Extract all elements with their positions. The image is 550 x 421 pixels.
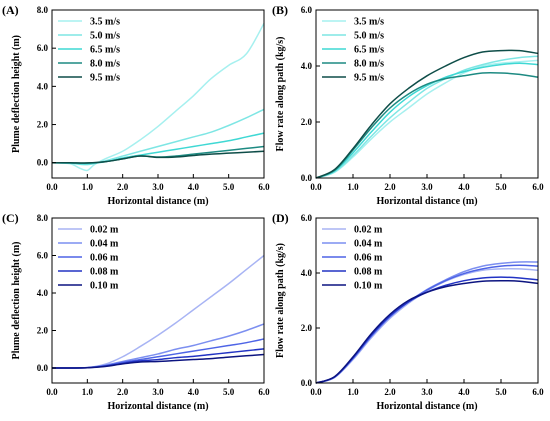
panel-d-y-tick-label: 0.0 [301, 378, 313, 388]
panel-b-series-line-4 [315, 71, 539, 179]
panel-d-plot-frame [315, 217, 539, 384]
panel-c-x-axis-label: Horizontal distance (m) [107, 401, 208, 412]
panel-c-legend-label-5: 0.10 m [90, 281, 119, 292]
panel-c-x-tick-label: 1.0 [82, 387, 94, 397]
panel-b-x-tick-label: 0.0 [310, 182, 322, 192]
panel-d-y-tick-label: 2.0 [301, 323, 313, 333]
panel-d-legend-label-3: 0.06 m [354, 253, 383, 264]
panel-d-series-line-5 [315, 279, 539, 384]
panel-b-y-tick-label: 6.0 [301, 5, 313, 15]
panel-a-x-tick-label: 0.0 [46, 182, 58, 192]
panel-a-y-axis-label: Plume deflection height (m) [11, 35, 22, 153]
panel-c-series-line-1 [51, 254, 265, 369]
panel-d-x-tick-label: 2.0 [384, 387, 396, 397]
panel-b-x-tick-label: 2.0 [384, 182, 396, 192]
panel-c-legend-label-4: 0.08 m [90, 267, 119, 278]
panel-a-y-tick-label: 8.0 [37, 5, 49, 15]
panel-c-series-line-5 [51, 353, 265, 369]
panel-d-x-tick-label: 4.0 [458, 387, 470, 397]
panel-a-label: (A) [2, 3, 19, 17]
panel-c-y-axis-label: Plume deflection height (m) [11, 241, 22, 359]
panel-a-legend-label-5: 9.5 m/s [90, 73, 120, 84]
panel-c-label: (C) [2, 211, 19, 225]
panel-b-legend-label-4: 8.0 m/s [354, 59, 384, 70]
panel-a-x-axis-label: Horizontal distance (m) [107, 196, 208, 207]
panel-a-y-tick-label: 0.0 [37, 158, 49, 168]
panel-d-legend-label-1: 0.02 m [354, 225, 383, 236]
panel-b-legend-label-3: 6.5 m/s [354, 45, 384, 56]
panel-a-series-line-5 [51, 150, 265, 164]
panel-a-legend-label-1: 3.5 m/s [90, 17, 120, 28]
panel-b-x-tick-label: 6.0 [532, 182, 544, 192]
panel-d-label: (D) [272, 211, 289, 225]
panel-b-x-tick-label: 1.0 [347, 182, 359, 192]
panel-c-y-tick-label: 0.0 [37, 363, 49, 373]
panel-a-x-tick-label: 6.0 [258, 182, 270, 192]
panel-b-series-line-1 [315, 59, 539, 179]
panel-d-series-line-1 [315, 267, 539, 384]
panel-a-legend-label-2: 5.0 m/s [90, 31, 120, 42]
panel-d-x-axis-label: Horizontal distance (m) [376, 401, 477, 412]
panel-d-y-tick-label: 4.0 [301, 268, 313, 278]
panel-d-y-axis-label: Flow rate along path (kg/s) [275, 243, 286, 358]
panel-c-x-tick-label: 2.0 [117, 387, 129, 397]
panel-c-legend-label-1: 0.02 m [90, 225, 119, 236]
panel-d-y-tick-label: 6.0 [301, 213, 313, 223]
panel-b-x-tick-label: 4.0 [458, 182, 470, 192]
panel-c-x-tick-label: 0.0 [46, 387, 58, 397]
panel-b-legend-label-1: 3.5 m/s [354, 17, 384, 28]
panel-b-y-tick-label: 2.0 [301, 117, 313, 127]
panel-a-series-line-4 [51, 145, 265, 164]
panel-c-y-tick-label: 4.0 [37, 288, 49, 298]
panel-c-x-tick-label: 3.0 [152, 387, 164, 397]
panel-b-x-axis-label: Horizontal distance (m) [376, 196, 477, 207]
panel-d-x-tick-label: 3.0 [421, 387, 433, 397]
panel-a-legend-label-4: 8.0 m/s [90, 59, 120, 70]
panel-d-x-tick-label: 0.0 [310, 387, 322, 397]
panel-b-y-tick-label: 4.0 [301, 61, 313, 71]
panel-c-x-tick-label: 6.0 [258, 387, 270, 397]
panel-a-series-line-2 [51, 108, 265, 166]
panel-c-legend-label-2: 0.04 m [90, 239, 119, 250]
panel-c-series-line-4 [51, 348, 265, 369]
panel-b-y-tick-label: 0.0 [301, 173, 313, 183]
panel-b-x-tick-label: 5.0 [495, 182, 507, 192]
panel-b-series-line-3 [315, 62, 539, 179]
panel-d-series-line-3 [315, 264, 539, 384]
panel-c-y-tick-label: 6.0 [37, 251, 49, 261]
panel-a-x-tick-label: 3.0 [152, 182, 164, 192]
panel-c-x-tick-label: 4.0 [188, 387, 200, 397]
panel-c-x-tick-label: 5.0 [223, 387, 235, 397]
panel-a-y-tick-label: 6.0 [37, 43, 49, 53]
panel-b-x-tick-label: 3.0 [421, 182, 433, 192]
panel-b-label: (B) [272, 3, 288, 17]
panel-d-x-tick-label: 6.0 [532, 387, 544, 397]
panel-a-series-line-1 [51, 22, 265, 172]
panel-d-x-tick-label: 5.0 [495, 387, 507, 397]
panel-a-x-tick-label: 4.0 [188, 182, 200, 192]
panel-c-y-tick-label: 8.0 [37, 213, 49, 223]
panel-a-y-tick-label: 2.0 [37, 120, 49, 130]
panel-a-y-tick-label: 4.0 [37, 81, 49, 91]
panel-b-legend-label-2: 5.0 m/s [354, 31, 384, 42]
panel-b-legend-label-5: 9.5 m/s [354, 73, 384, 84]
panel-a-series-line-3 [51, 132, 265, 165]
panel-d-legend-label-2: 0.04 m [354, 239, 383, 250]
panel-d-x-tick-label: 1.0 [347, 387, 359, 397]
panel-d-legend-label-5: 0.10 m [354, 281, 383, 292]
panel-b-y-axis-label: Flow rate along path (kg/s) [275, 37, 286, 152]
panel-a-x-tick-label: 5.0 [223, 182, 235, 192]
panel-b-series-line-5 [315, 49, 539, 179]
panel-a-legend-label-3: 6.5 m/s [90, 45, 120, 56]
panel-c-legend-label-3: 0.06 m [90, 253, 119, 264]
panel-b-series-line-2 [315, 55, 539, 179]
panel-d-legend-label-4: 0.08 m [354, 267, 383, 278]
panel-c-plot-frame [51, 217, 265, 384]
panel-c-y-tick-label: 2.0 [37, 326, 49, 336]
panel-a-x-tick-label: 1.0 [82, 182, 94, 192]
panel-a-x-tick-label: 2.0 [117, 182, 129, 192]
